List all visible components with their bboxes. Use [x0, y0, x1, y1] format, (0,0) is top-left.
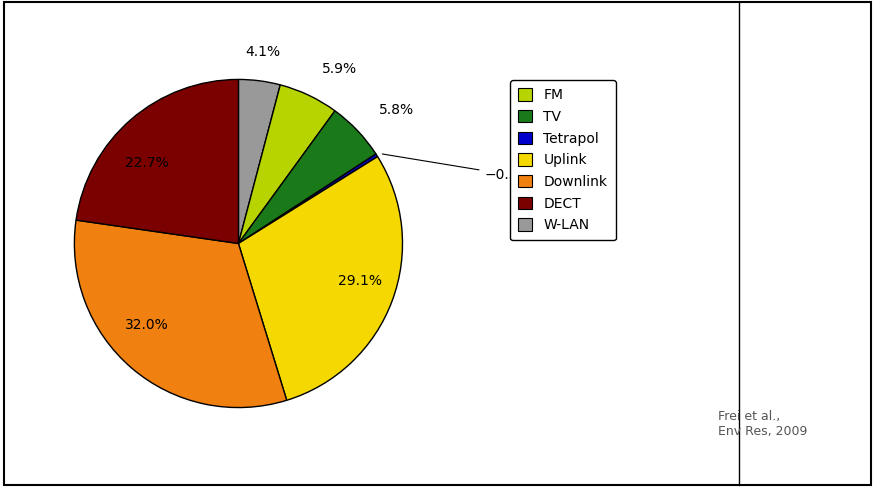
Wedge shape [238, 157, 402, 400]
Text: −0.3%: −0.3% [382, 154, 531, 182]
Text: 32.0%: 32.0% [125, 318, 169, 332]
Text: 5.8%: 5.8% [379, 103, 414, 117]
Text: 4.1%: 4.1% [246, 44, 281, 58]
Wedge shape [238, 154, 378, 244]
Legend: FM, TV, Tetrapol, Uplink, Downlink, DECT, W-LAN: FM, TV, Tetrapol, Uplink, Downlink, DECT… [510, 80, 616, 241]
Wedge shape [238, 79, 280, 243]
Text: Frei et al.,
Env Res, 2009: Frei et al., Env Res, 2009 [718, 411, 807, 438]
Wedge shape [238, 85, 335, 244]
Wedge shape [238, 111, 376, 244]
Wedge shape [74, 220, 287, 408]
Text: 22.7%: 22.7% [125, 156, 169, 170]
Text: 5.9%: 5.9% [321, 62, 357, 75]
Text: 29.1%: 29.1% [339, 274, 382, 288]
Wedge shape [76, 79, 239, 243]
